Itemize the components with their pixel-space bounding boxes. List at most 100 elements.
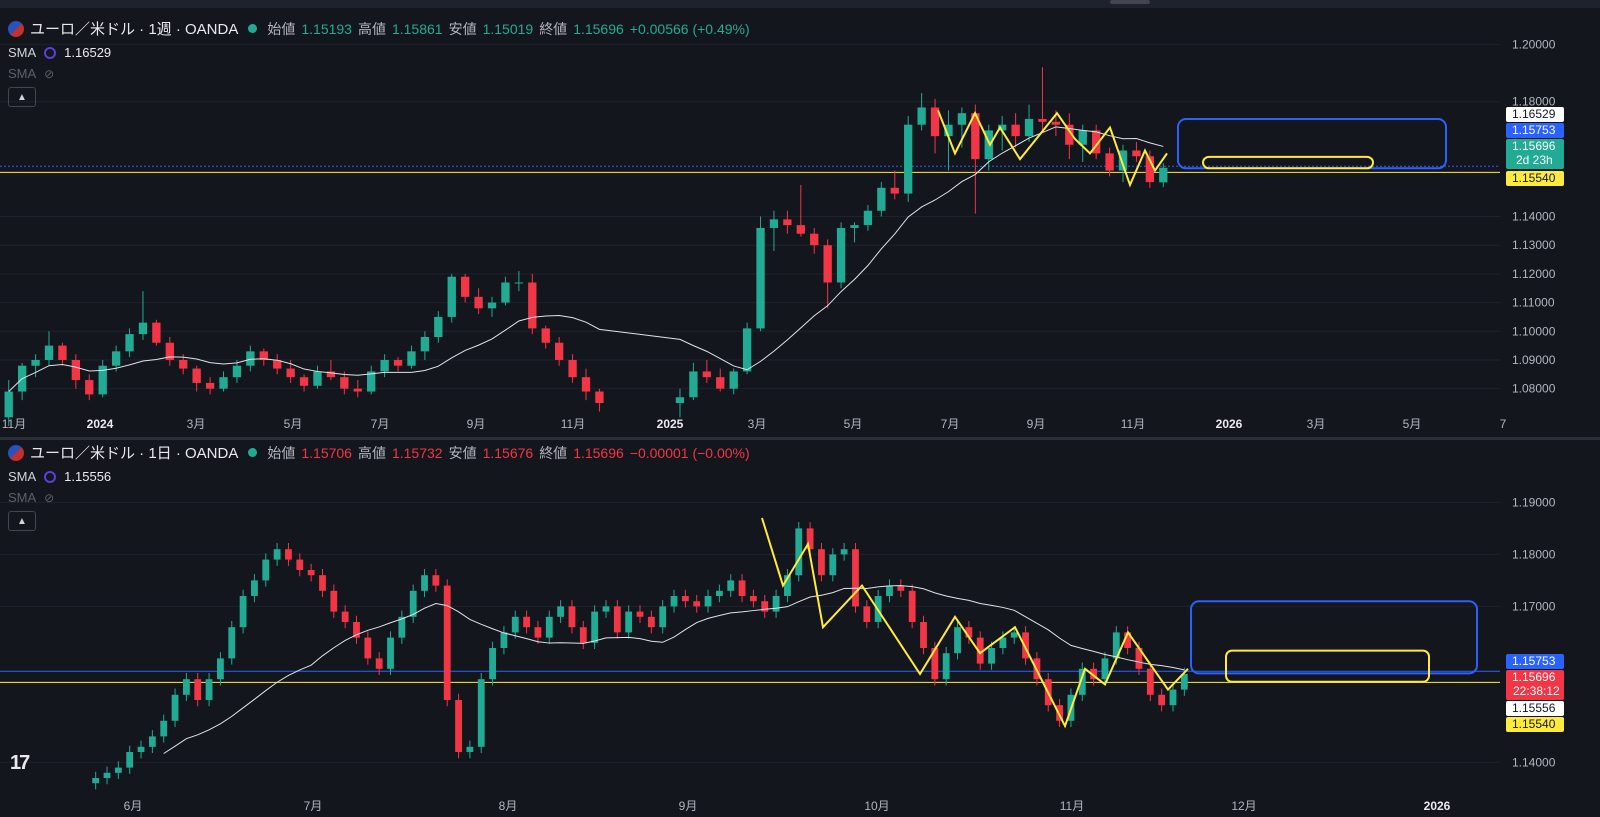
x-tick-label: 11月	[1060, 799, 1084, 813]
candle-body	[750, 596, 757, 602]
window-handle[interactable]	[1110, 0, 1150, 4]
candle-body	[341, 611, 349, 622]
eye-hidden-icon[interactable]: ⊘	[44, 490, 55, 505]
weekly-chart-svg[interactable]: 1.20000 1.18000 1.14000 1.13000 1.12000 1.110…	[0, 8, 1600, 438]
candle-body	[920, 622, 927, 648]
symbol-title[interactable]: ユーロ／米ドル · 1週 · OANDA	[30, 21, 239, 38]
candle-body	[1169, 689, 1177, 706]
daily-chart-svg[interactable]: 1.19000 1.18000 1.17000 1.14000 1.15753 1.156…	[0, 448, 1600, 817]
candle-body	[455, 700, 462, 752]
x-tick-label: 6月	[124, 799, 143, 813]
candle-body	[693, 601, 701, 607]
price-tag	[1506, 717, 1564, 732]
symbol-title[interactable]: ユーロ／米ドル · 1日 · OANDA	[30, 445, 239, 462]
eye-hidden-icon[interactable]: ⊘	[44, 66, 55, 81]
price-tag-label: 1.15753	[1512, 654, 1556, 668]
candle-body	[31, 359, 40, 366]
candle-body	[152, 322, 161, 343]
indicator-sma[interactable]: SMA 1.15556	[8, 469, 750, 484]
y-tick-label: 1.14000	[1512, 755, 1556, 769]
candle-body	[432, 575, 440, 586]
candle-body	[877, 187, 886, 211]
candle-body	[554, 342, 564, 360]
sma-line	[163, 585, 1185, 754]
candle-body	[1112, 632, 1120, 659]
candle-body	[729, 371, 738, 389]
indicator-sma-hidden[interactable]: SMA ⊘	[8, 490, 750, 505]
low-value: 1.15676	[482, 444, 534, 461]
collapse-legend-button[interactable]: ▲	[8, 87, 36, 107]
candle-body	[756, 227, 765, 329]
x-tick-label: 3月	[748, 417, 767, 431]
collapse-legend-button[interactable]: ▲	[8, 511, 36, 531]
candle-body	[897, 585, 905, 591]
indicator-sma-hidden[interactable]: SMA ⊘	[8, 66, 750, 81]
candle-body	[307, 570, 315, 576]
candle-body	[367, 371, 376, 392]
sync-icon[interactable]	[44, 46, 57, 59]
candle-body	[579, 627, 587, 643]
chart-pane-daily[interactable]: 1.19000 1.18000 1.17000 1.14000 1.15753 1.156…	[0, 444, 1600, 817]
candle-body	[409, 590, 417, 617]
x-tick-label: 5月	[844, 417, 863, 431]
y-tick-label: 1.13000	[1512, 238, 1556, 252]
pane-divider[interactable]	[0, 437, 1600, 440]
price-tag-label: 1.15556	[1512, 701, 1556, 715]
indicator-sma[interactable]: SMA 1.16529	[8, 45, 750, 60]
candle-body	[999, 637, 1007, 648]
y-tick-label: 1.11000	[1512, 296, 1555, 310]
sync-icon[interactable]	[44, 470, 57, 483]
tradingview-logo-icon[interactable]: 17	[10, 752, 30, 774]
candle-body	[1159, 167, 1168, 183]
candle-body	[541, 328, 550, 343]
price-tag-label: 1.15540	[1512, 717, 1556, 731]
x-tick-label: 3月	[1307, 417, 1326, 431]
x-tick-label: 8月	[499, 799, 518, 813]
candle-body	[568, 606, 576, 628]
x-tick-label: 11月	[2, 417, 26, 431]
candle-body	[890, 187, 899, 194]
candle-body	[1065, 124, 1074, 145]
chart-pane-weekly[interactable]: 1.20000 1.18000 1.14000 1.13000 1.12000 1.110…	[0, 8, 1600, 446]
y-tick-label: 1.09000	[1512, 353, 1556, 367]
candle-body	[908, 590, 916, 622]
price-tag	[1506, 107, 1564, 122]
candle-body	[1024, 118, 1034, 137]
candle-body	[92, 778, 100, 784]
indicator-name: SMA	[8, 490, 37, 505]
candle-body	[823, 245, 832, 283]
candle-body	[407, 351, 416, 366]
candle-body	[1078, 130, 1087, 145]
candle-body	[545, 616, 553, 638]
candle-body	[1158, 694, 1166, 706]
candle-body	[217, 658, 224, 680]
target-zone-box	[1177, 117, 1447, 170]
candle-body	[840, 549, 848, 555]
candle-body	[716, 377, 725, 389]
x-tick-label: 10月	[864, 799, 889, 813]
candle-body	[1105, 153, 1114, 171]
candle-body	[273, 359, 282, 369]
candle-body	[1145, 156, 1155, 183]
candle-body	[568, 359, 577, 378]
candle-body	[421, 575, 428, 591]
target-zone-box	[1190, 600, 1478, 675]
candle-body	[904, 124, 913, 194]
candle-body	[769, 219, 779, 228]
candle-body	[500, 632, 508, 648]
candle-body	[434, 316, 443, 338]
indicator-name: SMA	[8, 45, 37, 60]
candle-body	[477, 679, 485, 747]
candle-body	[761, 601, 769, 612]
candle-body	[182, 679, 190, 695]
candle-body	[591, 611, 599, 643]
candle-body	[689, 371, 698, 398]
candle-body	[863, 606, 871, 622]
candle-body	[984, 130, 993, 160]
candle-body	[251, 580, 258, 596]
candle-body	[262, 559, 270, 581]
candle-body	[659, 606, 667, 628]
eurusd-flag-icon	[8, 20, 24, 37]
close-value: 1.15696	[573, 444, 624, 461]
x-tick-label: 9月	[1027, 417, 1046, 431]
